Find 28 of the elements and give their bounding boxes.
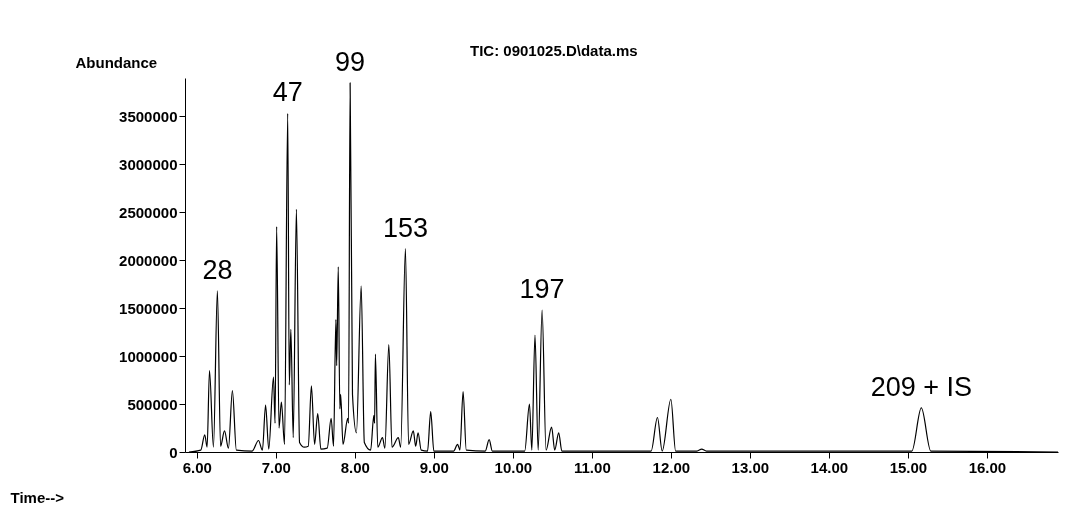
- x-tick-label: 16.00: [968, 458, 1007, 476]
- annotation: 47: [272, 77, 303, 108]
- y-tick-label: 500000: [127, 395, 178, 413]
- annotation: 153: [382, 212, 428, 243]
- x-tick-label: 15.00: [889, 458, 928, 476]
- x-tick-label: 9.00: [419, 458, 449, 476]
- x-tick-label: 13.00: [731, 458, 770, 476]
- annotation: 209 + IS: [870, 371, 972, 402]
- x-tick-label: 8.00: [340, 458, 370, 476]
- x-tick-label: 12.00: [652, 458, 691, 476]
- annotation: 28: [202, 254, 233, 285]
- y-axis-title: Abundance: [75, 53, 158, 71]
- x-tick-label: 10.00: [494, 458, 533, 476]
- annotation: 197: [519, 274, 565, 305]
- y-tick-label: 2500000: [119, 203, 178, 221]
- y-tick-label: 3500000: [119, 107, 178, 125]
- chart-title: TIC: 0901025.D\data.ms: [470, 41, 638, 59]
- x-tick-label: 6.00: [182, 458, 212, 476]
- annotation: 99: [335, 46, 366, 77]
- x-tick-label: 7.00: [261, 458, 291, 476]
- y-tick-label: 0: [169, 443, 178, 461]
- x-axis-title: Time-->: [10, 488, 65, 506]
- y-tick-label: 1000000: [119, 347, 178, 365]
- y-tick-label: 1500000: [119, 299, 178, 317]
- x-tick-label: 11.00: [574, 458, 611, 476]
- y-tick-label: 2000000: [119, 251, 178, 269]
- y-tick-label: 3000000: [119, 155, 178, 173]
- x-tick-label: 14.00: [810, 458, 849, 476]
